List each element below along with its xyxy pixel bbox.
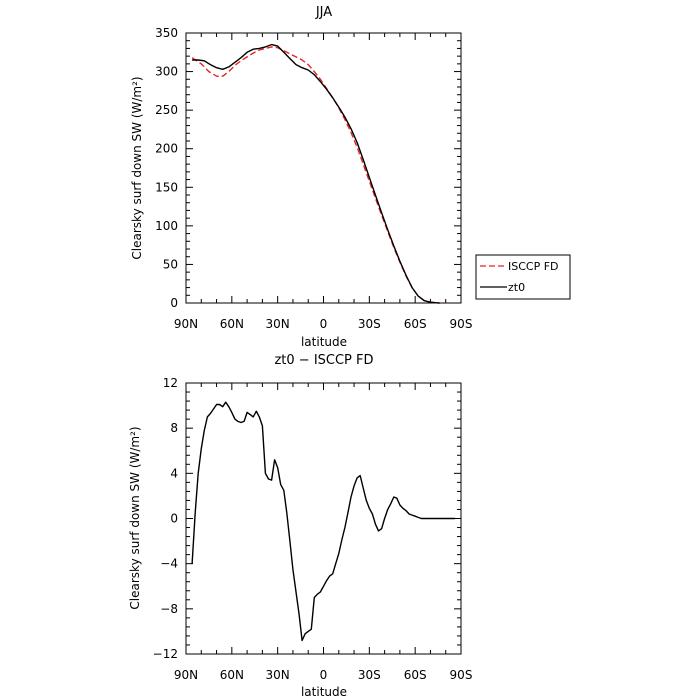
bottom-xtick-label: 90S	[450, 668, 473, 682]
bottom-ytick-label: −8	[160, 602, 178, 616]
top-series-line-1	[192, 43, 440, 304]
bottom-chart-title: zt0 − ISCCP FD	[274, 353, 373, 368]
top-ytick-label: 350	[155, 26, 178, 40]
bottom-chart-ylabel: Clearsky surf down SW (W/m²)	[128, 426, 142, 609]
legend-label-zt0: zt0	[508, 281, 525, 294]
top-ytick-label: 150	[155, 180, 178, 194]
bottom-xtick-label: 90N	[174, 668, 198, 682]
bottom-xtick-label: 0	[320, 668, 328, 682]
top-xtick-label: 90S	[450, 317, 473, 331]
bottom-ytick-label: −4	[160, 557, 178, 571]
bottom-ytick-label: 8	[170, 421, 178, 435]
bottom-xtick-label: 30S	[358, 668, 381, 682]
top-chart-legend: ISCCP FD zt0	[475, 254, 571, 300]
bottom-ytick-label: 0	[170, 512, 178, 526]
top-chart-title: JJA	[315, 5, 332, 20]
bottom-chart-xlabel: latitude	[301, 685, 347, 699]
top-xtick-label: 0	[320, 317, 328, 331]
bottom-chart-panel: zt0 − ISCCP FD Clearsky surf down SW (W/…	[128, 353, 472, 699]
legend-label-isccp: ISCCP FD	[508, 260, 559, 273]
top-chart-panel: JJA Clearsky surf down SW (W/m²) latitud…	[130, 5, 571, 349]
top-chart-xlabel: latitude	[301, 335, 347, 349]
top-xtick-label: 60N	[220, 317, 244, 331]
bottom-series-line-0	[191, 401, 455, 642]
bottom-xtick-label: 30N	[266, 668, 290, 682]
top-ytick-label: 200	[155, 142, 178, 156]
top-xtick-label: 90N	[174, 317, 198, 331]
top-xtick-label: 60S	[404, 317, 427, 331]
top-ytick-label: 300	[155, 65, 178, 79]
top-ytick-label: 100	[155, 219, 178, 233]
bottom-xtick-label: 60S	[404, 668, 427, 682]
bottom-ytick-label: 12	[163, 376, 178, 390]
top-ytick-label: 50	[163, 257, 178, 271]
top-xtick-label: 30S	[358, 317, 381, 331]
bottom-xtick-label: 60N	[220, 668, 244, 682]
bottom-ytick-label: −12	[153, 647, 178, 661]
top-xtick-label: 30N	[266, 317, 290, 331]
bottom-ytick-label: 4	[170, 466, 178, 480]
top-ytick-label: 0	[170, 296, 178, 310]
legend-box	[475, 254, 571, 300]
top-chart-ylabel: Clearsky surf down SW (W/m²)	[130, 76, 144, 259]
top-plot-frame	[185, 32, 462, 304]
top-ytick-label: 250	[155, 103, 178, 117]
top-series-line-0	[191, 46, 440, 304]
